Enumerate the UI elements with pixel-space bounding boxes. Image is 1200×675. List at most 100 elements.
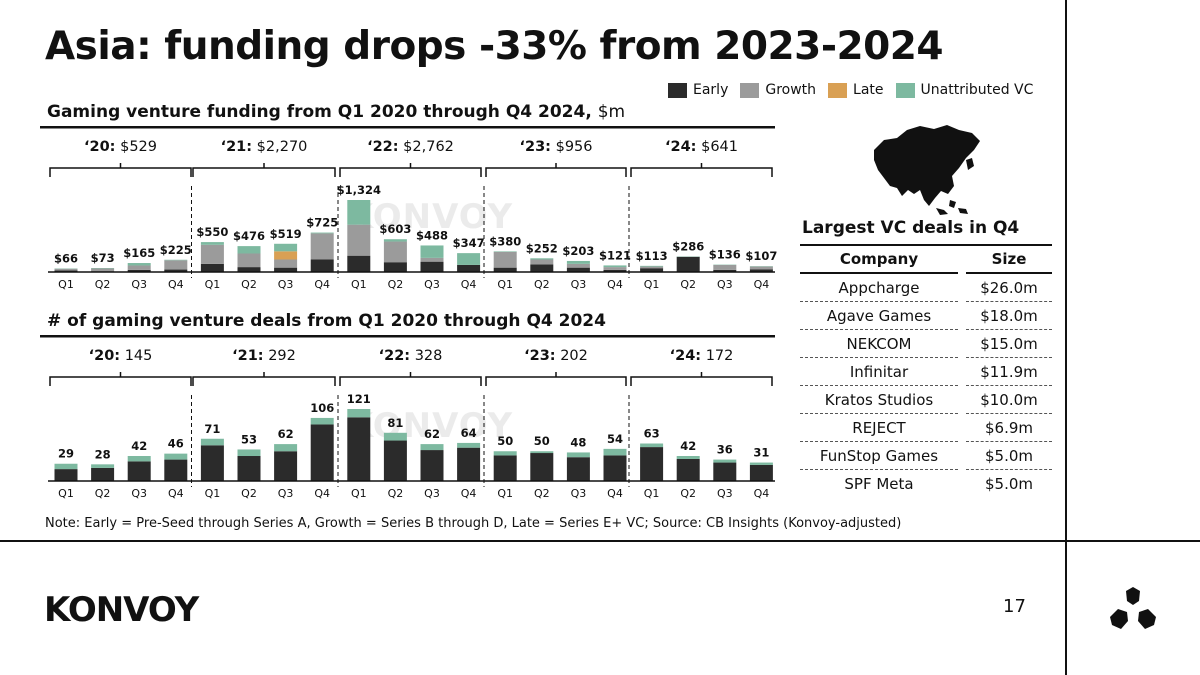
table-row: Infinitar $11.9m (800, 357, 1052, 386)
deals-data-label: 31 (753, 446, 769, 460)
year-label: ‘20: (84, 139, 116, 155)
year-total-label: ‘21: $2,270 (221, 139, 308, 155)
x-tick-label: Q4 (314, 487, 330, 500)
funding-bar-unattributed-vc (200, 242, 224, 245)
deals-data-label: 28 (95, 447, 111, 461)
company-cell: Infinitar (800, 357, 958, 386)
x-tick-label: Q1 (644, 278, 660, 291)
year-brace (630, 163, 773, 177)
x-tick-label: Q3 (131, 278, 147, 291)
deals-bar-early (164, 459, 188, 481)
deals-bar-early (603, 455, 627, 481)
funding-bar-growth (164, 260, 188, 270)
row-gap (958, 358, 966, 386)
funding-bar-early (457, 264, 481, 272)
row-gap (958, 414, 966, 442)
funding-data-label: $550 (196, 225, 228, 239)
deals-bar-early (640, 447, 664, 481)
deals-data-label: 121 (347, 392, 371, 406)
deals-data-label: 106 (310, 401, 334, 415)
size-cell: $5.0m (966, 441, 1052, 470)
funding-bar-early (749, 269, 773, 272)
deals-data-label: 62 (424, 427, 440, 441)
year-brace (339, 163, 482, 177)
chart-top-rule (40, 335, 775, 338)
legend-item-growth: Growth (740, 82, 816, 98)
funding-data-label: $725 (306, 216, 338, 230)
year-total-label: ‘21: 292 (232, 348, 296, 364)
funding-bar-early (676, 256, 700, 272)
size-cell: $6.9m (966, 413, 1052, 442)
year-label: ‘24: (670, 348, 702, 364)
funding-bar-early (603, 269, 627, 272)
funding-data-label: $165 (123, 246, 155, 260)
funding-data-label: $476 (233, 229, 265, 243)
funding-bar-early (640, 268, 664, 272)
company-cell: Kratos Studios (800, 385, 958, 414)
asia-map-icon (874, 125, 980, 215)
funding-bar-growth (347, 224, 371, 256)
deals-bar-early (749, 464, 773, 481)
deals-data-label: 48 (570, 435, 586, 449)
company-cell: NEKCOM (800, 329, 958, 358)
size-cell: $15.0m (966, 329, 1052, 358)
deals-data-label: 63 (644, 427, 660, 441)
year-brace (192, 372, 336, 386)
funding-data-label: $136 (709, 248, 741, 262)
deals-data-label: 50 (497, 434, 513, 448)
size-cell: $11.9m (966, 357, 1052, 386)
deals-table-title: Largest VC deals in Q4 (802, 218, 1020, 238)
x-tick-label: Q4 (314, 278, 330, 291)
year-total-label: ‘23: $956 (519, 139, 592, 155)
funding-data-label: $225 (160, 243, 192, 257)
table-row: Agave Games $18.0m (800, 301, 1052, 330)
company-cell: Appcharge (800, 273, 958, 302)
size-cell: $10.0m (966, 385, 1052, 414)
deals-bar-unattributed-vc (749, 462, 773, 465)
brand-logo: KONVOY (44, 590, 199, 630)
funding-bar-unattributed-vc (493, 251, 517, 252)
x-tick-label: Q1 (58, 278, 74, 291)
table-row: NEKCOM $15.0m (800, 329, 1052, 358)
x-tick-label: Q3 (717, 487, 733, 500)
deals-data-label: 53 (241, 432, 257, 446)
x-tick-label: Q1 (644, 487, 660, 500)
legend-swatch-unattributed (895, 82, 915, 98)
funding-bar-early (420, 261, 444, 272)
funding-bar-growth (420, 257, 444, 262)
x-tick-label: Q1 (497, 278, 513, 291)
funding-bar-early (200, 263, 224, 272)
funding-data-label: $347 (453, 236, 485, 250)
funding-bar-growth (603, 267, 627, 270)
legend-swatch-growth (740, 82, 760, 98)
legend-label-early: Early (693, 82, 729, 98)
funding-chart-unit: $m (597, 102, 626, 122)
horizontal-divider (0, 540, 1200, 542)
funding-data-label: $113 (636, 249, 668, 263)
deals-bar-early (127, 461, 151, 481)
x-tick-label: Q4 (168, 487, 184, 500)
deals-bar-early (54, 469, 78, 481)
deals-bar-early (420, 450, 444, 481)
year-total-label: ‘22: $2,762 (367, 139, 454, 155)
x-tick-label: Q1 (497, 487, 513, 500)
year-total-value: 328 (410, 348, 442, 364)
deals-bar-early (493, 455, 517, 481)
funding-bar-early (164, 269, 188, 272)
deals-data-label: 62 (278, 427, 294, 441)
deals-bar-early (457, 447, 481, 481)
legend-label-late: Late (853, 82, 884, 98)
table-header-row: Company Size (800, 245, 1052, 274)
funding-chart-title-text: Gaming venture funding from Q1 2020 thro… (47, 102, 592, 122)
table-row: Appcharge $26.0m (800, 273, 1052, 302)
deals-bar-unattributed-vc (530, 451, 554, 454)
x-tick-label: Q4 (754, 487, 770, 500)
deals-bar-early (237, 456, 261, 481)
x-tick-label: Q4 (754, 278, 770, 291)
year-total-value: 145 (120, 348, 152, 364)
x-tick-label: Q4 (461, 278, 477, 291)
deals-data-label: 36 (717, 443, 733, 457)
year-total-label: ‘24: 172 (670, 348, 734, 364)
funding-bar-late (274, 251, 298, 260)
deals-bar-unattributed-vc (676, 456, 700, 459)
